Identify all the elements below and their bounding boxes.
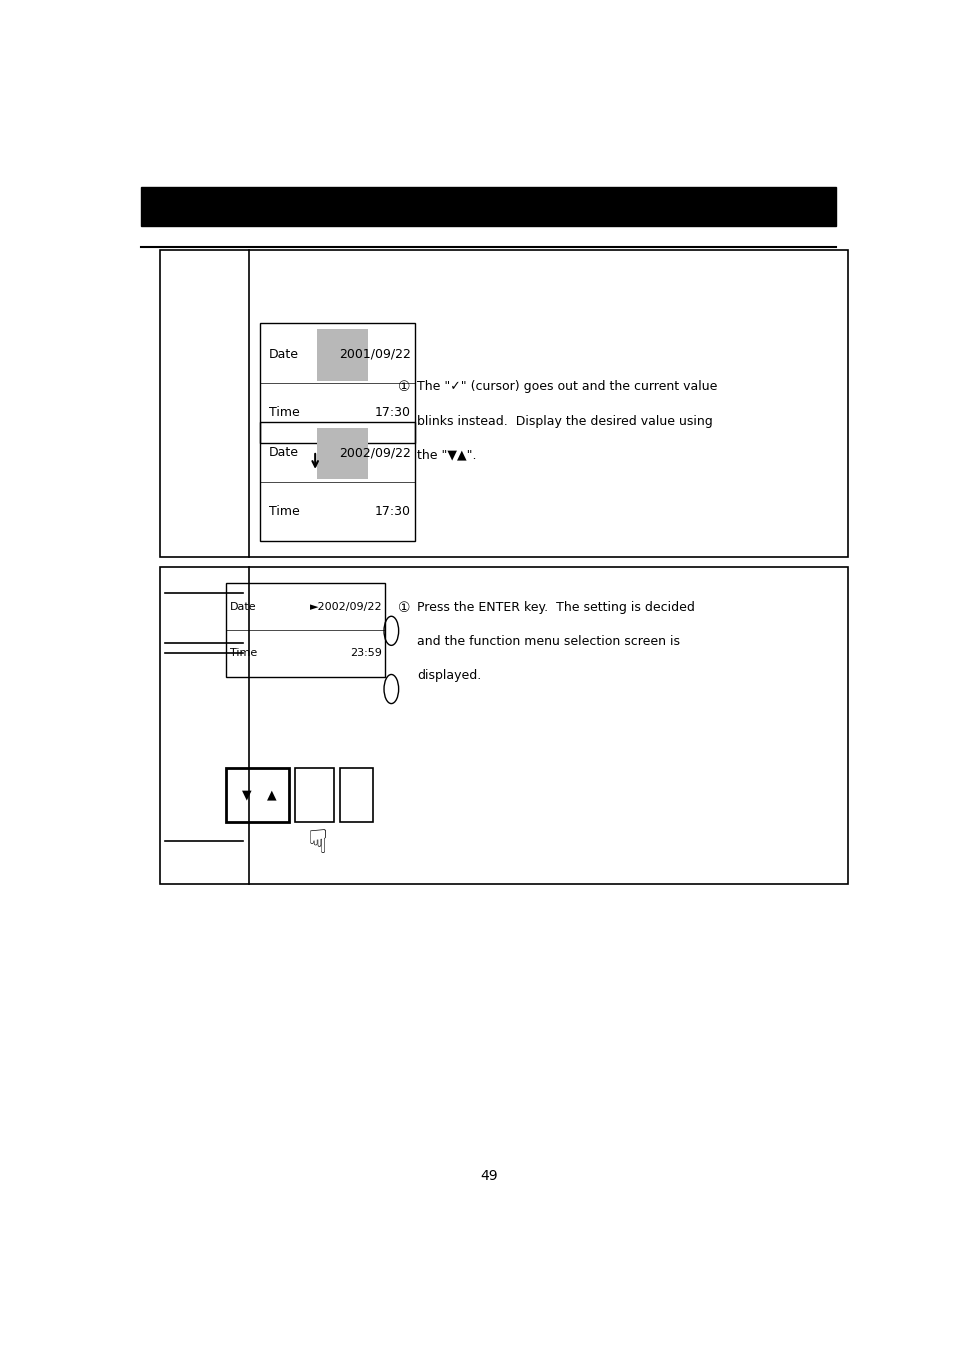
Bar <box>141 186 836 227</box>
Text: 2002/09/22: 2002/09/22 <box>338 447 410 459</box>
Text: and the function menu selection screen is: and the function menu selection screen i… <box>416 634 679 648</box>
Text: ▲: ▲ <box>267 788 276 802</box>
Bar <box>160 250 846 558</box>
Text: 17:30: 17:30 <box>375 406 410 420</box>
Text: 2001/09/22: 2001/09/22 <box>338 348 410 360</box>
Text: Date: Date <box>269 348 298 360</box>
Bar <box>339 768 373 822</box>
Bar <box>160 567 846 884</box>
Text: displayed.: displayed. <box>416 670 481 682</box>
Text: Time: Time <box>269 505 299 518</box>
Text: 23:59: 23:59 <box>350 648 382 659</box>
Text: ①: ① <box>397 601 410 614</box>
Bar <box>226 583 385 676</box>
Bar <box>317 428 367 479</box>
Text: ☟: ☟ <box>308 828 328 860</box>
Bar <box>259 323 415 443</box>
Text: 49: 49 <box>479 1169 497 1183</box>
Text: 17:30: 17:30 <box>375 505 410 518</box>
Text: ▼: ▼ <box>241 788 251 802</box>
Text: blinks instead.  Display the desired value using: blinks instead. Display the desired valu… <box>416 414 712 428</box>
Text: Time: Time <box>230 648 257 659</box>
Bar <box>226 768 289 822</box>
Text: Press the ENTER key.  The setting is decided: Press the ENTER key. The setting is deci… <box>416 601 695 614</box>
Text: the "▼▲".: the "▼▲". <box>416 450 476 462</box>
Text: ①: ① <box>397 381 410 394</box>
Text: Date: Date <box>269 447 298 459</box>
Text: ►2002/09/22: ►2002/09/22 <box>310 602 382 613</box>
Bar <box>259 421 415 541</box>
Text: Time: Time <box>269 406 299 420</box>
Text: Date: Date <box>230 602 256 613</box>
Bar <box>317 329 367 381</box>
Text: The "✓" (cursor) goes out and the current value: The "✓" (cursor) goes out and the curren… <box>416 381 717 393</box>
Bar <box>294 768 334 822</box>
